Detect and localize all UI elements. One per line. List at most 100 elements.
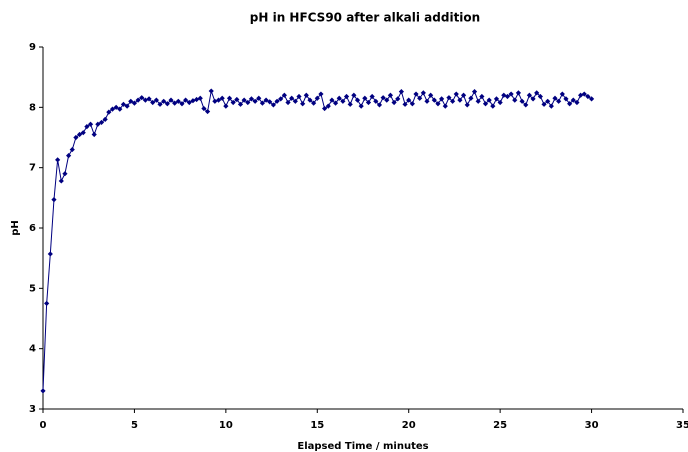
data-point: [314, 95, 320, 101]
data-point: [578, 92, 584, 98]
data-point: [175, 98, 181, 104]
data-point: [373, 98, 379, 104]
x-tick-label: 35: [676, 420, 688, 431]
data-point: [296, 93, 302, 100]
data-point: [153, 97, 159, 103]
data-point: [340, 98, 346, 104]
x-tick-label: 5: [131, 420, 138, 431]
data-point: [428, 92, 434, 98]
data-point: [73, 134, 79, 141]
data-point: [519, 98, 525, 104]
data-point: [58, 178, 64, 184]
data-point: [515, 90, 522, 96]
data-point: [354, 97, 361, 103]
data-point: [380, 95, 386, 101]
data-point: [435, 101, 441, 107]
data-point: [201, 105, 207, 112]
data-point: [131, 100, 138, 106]
data-point: [541, 101, 547, 107]
data-point: [570, 97, 576, 103]
data-point: [91, 131, 97, 138]
x-tick-label: 25: [493, 420, 507, 431]
data-point: [490, 103, 496, 109]
data-point: [124, 103, 130, 109]
data-point: [183, 97, 189, 103]
data-point: [40, 388, 46, 394]
data-point: [204, 108, 211, 115]
data-point: [552, 95, 558, 101]
data-point: [120, 101, 127, 107]
data-point: [281, 92, 287, 98]
data-point: [186, 99, 192, 106]
data-point: [270, 102, 276, 108]
data-point: [172, 100, 178, 106]
data-point: [479, 93, 485, 100]
data-point: [556, 98, 562, 104]
data-point: [523, 102, 529, 108]
data-point: [113, 104, 119, 110]
data-point: [278, 96, 284, 102]
data-point: [486, 97, 492, 103]
y-tick-label: 9: [29, 42, 36, 53]
data-point: [179, 101, 185, 107]
data-point: [362, 95, 368, 101]
data-point: [391, 99, 397, 106]
data-point: [548, 103, 554, 109]
x-tick-label: 10: [219, 420, 233, 431]
data-point: [256, 95, 262, 101]
y-tick-label: 6: [29, 223, 36, 234]
x-tick-label: 30: [585, 420, 599, 431]
y-tick-label: 8: [29, 102, 36, 113]
data-point: [446, 95, 452, 101]
data-point: [501, 92, 507, 98]
data-point: [274, 98, 280, 104]
data-point: [588, 96, 595, 102]
data-point: [450, 98, 456, 104]
data-point: [559, 91, 565, 97]
data-point: [365, 99, 372, 106]
data-point: [307, 97, 313, 103]
data-point: [504, 93, 511, 100]
data-point: [567, 101, 573, 107]
data-point: [336, 95, 342, 101]
data-point: [343, 93, 350, 100]
data-point: [398, 89, 404, 95]
data-point: [252, 98, 258, 104]
data-point: [117, 106, 123, 112]
data-point: [387, 92, 394, 98]
data-point: [442, 103, 448, 109]
data-point: [234, 96, 240, 103]
y-tick-label: 5: [29, 283, 36, 294]
data-point: [109, 106, 116, 112]
data-point: [219, 95, 225, 101]
data-point: [585, 93, 591, 100]
x-axis-label: Elapsed Time / minutes: [297, 441, 428, 452]
data-point: [226, 95, 233, 101]
data-point: [208, 88, 214, 94]
data-point: [402, 101, 408, 107]
data-point: [248, 96, 255, 102]
data-point: [453, 91, 459, 97]
data-point: [47, 251, 53, 257]
data-point: [44, 300, 50, 307]
data-point: [87, 121, 94, 127]
data-point: [464, 102, 470, 108]
chart-title: pH in HFCS90 after alkali addition: [250, 11, 480, 25]
data-point: [417, 95, 423, 101]
data-point: [351, 92, 357, 98]
data-point: [318, 91, 324, 97]
data-point: [512, 97, 518, 103]
y-tick-label: 4: [29, 344, 36, 355]
data-point: [164, 101, 170, 107]
data-point: [409, 101, 415, 107]
data-point: [530, 96, 536, 102]
data-point: [563, 96, 569, 102]
data-point: [534, 90, 540, 96]
data-point: [468, 95, 474, 101]
data-point: [406, 97, 412, 103]
data-point: [424, 98, 430, 104]
data-point: [460, 92, 467, 98]
data-point: [223, 103, 229, 109]
data-point: [537, 93, 543, 100]
